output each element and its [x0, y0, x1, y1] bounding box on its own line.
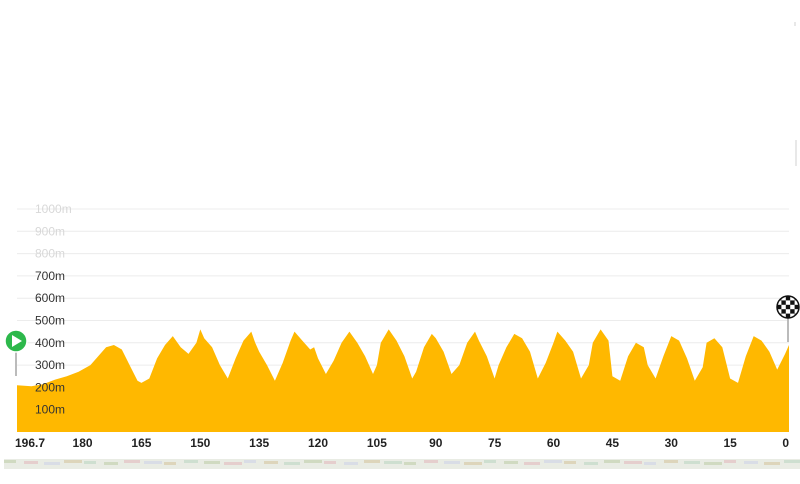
map-tile: [44, 462, 60, 465]
x-tick-label: 196.7: [15, 436, 45, 450]
checker-square: [785, 313, 791, 318]
map-tile: [284, 462, 300, 465]
y-axis: 100m 200m 300m 400m 500m 600m 700m 800m 900m 1000…: [35, 202, 72, 417]
x-tick-label: 15: [723, 436, 737, 450]
y-tick-label: 600m: [35, 291, 65, 305]
checker-square: [794, 304, 799, 310]
x-tick-label: 180: [73, 436, 93, 450]
map-tile: [664, 460, 678, 463]
x-tick-label: 30: [665, 436, 679, 450]
checker-square: [785, 296, 791, 301]
map-tile: [224, 462, 242, 465]
checker-square: [777, 304, 782, 310]
map-tile: [264, 461, 278, 464]
map-tile: [724, 460, 736, 463]
x-tick-label: 120: [308, 436, 328, 450]
map-tile: [564, 461, 576, 464]
map-tile: [364, 460, 380, 463]
elevation-area: [17, 329, 789, 432]
scrollbar-mark-top: [794, 22, 796, 26]
map-tile: [444, 461, 460, 464]
x-tick-label: 0: [782, 436, 789, 450]
x-tick-label: 150: [190, 436, 210, 450]
elevation-area-layer: [17, 329, 789, 432]
map-tile: [344, 462, 358, 465]
map-tile: [24, 461, 38, 464]
y-tick-label: 400m: [35, 336, 65, 350]
finish-marker-ring: [776, 295, 800, 319]
map-tile: [404, 462, 416, 465]
checker-square: [781, 300, 786, 305]
x-tick-label: 60: [547, 436, 561, 450]
map-tile: [184, 460, 198, 463]
map-tile: [424, 460, 438, 463]
map-tile: [384, 461, 402, 464]
x-tick-label: 90: [429, 436, 443, 450]
checker-square: [790, 309, 795, 314]
checker-square: [790, 300, 795, 305]
checker-square: [785, 304, 791, 310]
y-tick-label: 300m: [35, 358, 65, 372]
map-tile: [524, 462, 540, 465]
map-tile: [624, 461, 642, 464]
y-tick-label: 500m: [35, 314, 65, 328]
map-tile: [704, 462, 722, 465]
x-tick-label: 135: [249, 436, 269, 450]
map-tile: [744, 461, 758, 464]
map-tile: [4, 460, 16, 463]
map-tile: [644, 462, 656, 465]
scrollbar-mark[interactable]: [795, 140, 797, 166]
map-strip: [4, 459, 800, 469]
map-tile: [464, 462, 482, 465]
map-tile: [204, 461, 220, 464]
y-tick-label: 800m: [35, 247, 65, 261]
x-tick-label: 105: [367, 436, 387, 450]
x-tick-label: 45: [606, 436, 620, 450]
map-tile: [244, 460, 256, 463]
map-tile: [604, 460, 620, 463]
x-tick-label: 75: [488, 436, 502, 450]
map-tile: [84, 461, 96, 464]
map-tile: [124, 460, 140, 463]
checker-square: [781, 309, 786, 314]
x-axis: 196.7 180 165 150 135 120 105 90 75 60 45 30 15 0: [15, 436, 789, 450]
map-tile: [104, 462, 118, 465]
map-tile: [304, 460, 322, 463]
y-tick-label: 100m: [35, 403, 65, 417]
map-tile: [584, 462, 598, 465]
y-tick-label: 200m: [35, 380, 65, 394]
x-tick-label: 165: [131, 436, 151, 450]
map-tile: [504, 461, 518, 464]
y-tick-label: 700m: [35, 269, 65, 283]
play-icon-triangle: [12, 335, 22, 347]
map-tile: [684, 461, 700, 464]
map-tile: [784, 460, 800, 463]
map-tile: [324, 461, 336, 464]
map-tile: [484, 460, 496, 463]
map-tile: [764, 462, 780, 465]
y-tick-label: 900m: [35, 224, 65, 238]
y-tick-label: 1000m: [35, 202, 72, 216]
map-tile: [64, 460, 82, 463]
map-tile: [164, 462, 176, 465]
map-tile: [144, 461, 162, 464]
map-tile: [544, 460, 562, 463]
